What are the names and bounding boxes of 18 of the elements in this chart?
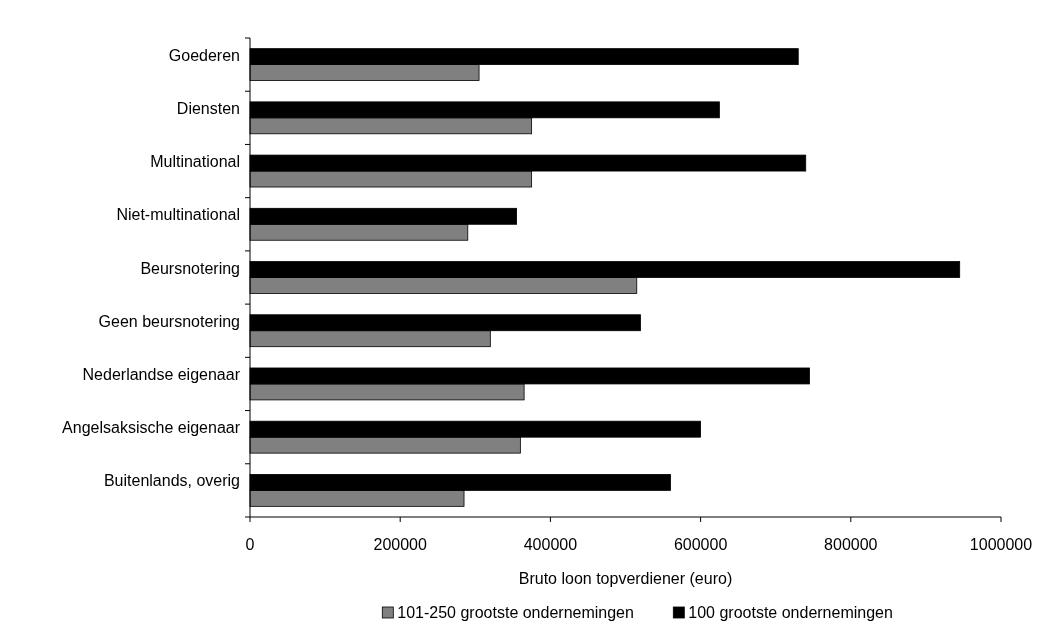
y-tick-label: Buitenlands, overig <box>103 472 240 490</box>
y-tick-label: Niet-multinational <box>116 206 240 224</box>
x-tick-label: 600000 <box>673 536 728 553</box>
x-tick-label: 400000 <box>523 536 578 553</box>
y-tick-label: Angelsaksische eigenaar <box>62 419 241 437</box>
x-axis-title: Bruto loon topverdiener (euro) <box>518 570 733 587</box>
x-tick-label: 1000000 <box>969 536 1033 553</box>
x-tick-label: 800000 <box>824 536 878 553</box>
y-tick-label: Geen beursnotering <box>98 312 240 330</box>
x-tick-label: 200000 <box>373 536 427 553</box>
y-tick-label: Diensten <box>176 99 240 117</box>
y-tick-label: Nederlandse eigenaar <box>82 365 241 383</box>
legend-label: 101-250 grootste ondernemingen <box>397 604 634 621</box>
y-tick-label: Multinational <box>150 153 240 171</box>
legend-label: 100 grootste ondernemingen <box>688 604 893 621</box>
x-tick-label: 0 <box>245 536 255 553</box>
y-tick-label: Beursnotering <box>140 259 240 277</box>
y-tick-label: Goederen <box>168 46 240 64</box>
